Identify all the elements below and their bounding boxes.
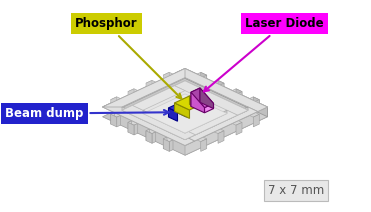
Polygon shape	[111, 113, 121, 117]
Polygon shape	[218, 80, 224, 93]
Polygon shape	[163, 137, 173, 142]
Polygon shape	[253, 97, 259, 109]
Polygon shape	[163, 139, 169, 151]
Polygon shape	[146, 129, 156, 134]
Polygon shape	[122, 105, 196, 140]
Polygon shape	[134, 123, 138, 135]
Polygon shape	[185, 107, 258, 141]
Text: Phosphor: Phosphor	[75, 17, 181, 99]
Polygon shape	[163, 72, 173, 77]
Polygon shape	[111, 113, 115, 124]
Polygon shape	[191, 88, 200, 106]
Polygon shape	[201, 139, 207, 151]
Polygon shape	[185, 107, 248, 140]
Polygon shape	[111, 97, 121, 101]
Polygon shape	[200, 88, 213, 109]
Polygon shape	[143, 94, 227, 133]
Polygon shape	[122, 81, 248, 140]
Polygon shape	[132, 86, 185, 110]
Polygon shape	[238, 92, 242, 103]
Polygon shape	[168, 108, 177, 121]
Polygon shape	[185, 110, 227, 133]
Polygon shape	[185, 110, 237, 135]
Polygon shape	[204, 103, 213, 113]
Polygon shape	[122, 107, 185, 140]
Polygon shape	[128, 122, 134, 135]
Polygon shape	[102, 68, 185, 107]
Polygon shape	[146, 80, 156, 85]
Polygon shape	[220, 83, 224, 95]
Polygon shape	[174, 81, 248, 115]
Polygon shape	[236, 122, 242, 135]
Polygon shape	[128, 89, 138, 93]
Polygon shape	[191, 92, 204, 113]
Polygon shape	[253, 114, 259, 127]
Polygon shape	[177, 104, 187, 117]
Polygon shape	[185, 110, 227, 133]
Polygon shape	[203, 75, 207, 87]
Polygon shape	[185, 110, 237, 135]
Polygon shape	[122, 107, 185, 140]
Polygon shape	[218, 131, 224, 143]
Polygon shape	[191, 88, 213, 108]
Polygon shape	[214, 129, 224, 134]
Polygon shape	[256, 100, 259, 111]
Polygon shape	[174, 81, 248, 115]
Text: Laser Diode: Laser Diode	[204, 17, 324, 92]
Polygon shape	[111, 114, 117, 127]
Polygon shape	[122, 105, 196, 140]
Polygon shape	[132, 86, 185, 110]
Polygon shape	[128, 121, 132, 132]
Polygon shape	[232, 89, 242, 93]
Polygon shape	[102, 68, 185, 107]
Polygon shape	[236, 89, 242, 101]
Polygon shape	[197, 137, 207, 142]
Polygon shape	[102, 78, 267, 155]
Polygon shape	[143, 110, 185, 133]
Polygon shape	[163, 72, 169, 85]
Polygon shape	[168, 104, 187, 112]
Polygon shape	[143, 94, 227, 133]
Text: 7 x 7 mm: 7 x 7 mm	[268, 184, 324, 197]
Polygon shape	[174, 96, 204, 110]
Polygon shape	[185, 107, 248, 140]
Polygon shape	[169, 140, 173, 151]
Polygon shape	[250, 113, 259, 117]
Polygon shape	[122, 81, 248, 140]
Polygon shape	[143, 110, 185, 133]
Polygon shape	[232, 121, 242, 125]
Polygon shape	[146, 129, 150, 141]
Polygon shape	[163, 137, 167, 149]
Polygon shape	[117, 115, 121, 127]
Polygon shape	[201, 72, 207, 85]
Polygon shape	[152, 132, 156, 143]
Polygon shape	[185, 68, 267, 117]
Polygon shape	[250, 97, 259, 101]
Polygon shape	[185, 107, 267, 155]
Polygon shape	[111, 97, 117, 109]
Polygon shape	[128, 121, 138, 125]
Polygon shape	[102, 102, 195, 145]
Polygon shape	[214, 80, 224, 85]
Polygon shape	[197, 72, 207, 77]
Polygon shape	[102, 102, 195, 145]
Polygon shape	[174, 103, 190, 118]
Polygon shape	[185, 107, 258, 141]
Polygon shape	[175, 68, 267, 112]
Polygon shape	[175, 68, 267, 112]
Polygon shape	[128, 89, 134, 101]
Polygon shape	[146, 131, 152, 143]
Polygon shape	[146, 80, 152, 93]
Polygon shape	[190, 96, 204, 111]
Text: Beam dump: Beam dump	[5, 107, 169, 120]
